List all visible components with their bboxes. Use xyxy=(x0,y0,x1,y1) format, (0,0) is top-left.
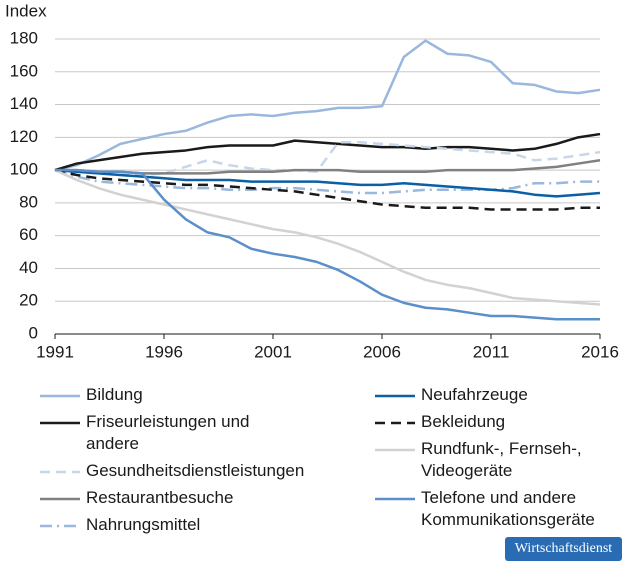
legend-label: Telefone und andere Kommunikationsgeräte xyxy=(421,488,595,529)
legend-label: Bekleidung xyxy=(421,412,506,431)
y-tick-label: 20 xyxy=(19,291,38,310)
legend-label: Restaurantbesuche xyxy=(86,488,234,507)
x-tick-label: 2011 xyxy=(473,342,510,361)
legend-swatch xyxy=(40,394,80,398)
legend-swatch xyxy=(40,421,80,425)
legend-item: Nahrungsmittel xyxy=(40,514,375,536)
legend-column: Bildung Friseurleistungen und andere Gesun… xyxy=(40,384,375,536)
series-line xyxy=(54,141,601,177)
legend-item: Bekleidung xyxy=(375,411,626,433)
series-line xyxy=(54,168,601,306)
legend-swatch xyxy=(40,497,80,501)
x-tick-label: 1996 xyxy=(145,342,183,361)
legend-label: Nahrungsmittel xyxy=(86,515,201,534)
y-tick-label: 0 xyxy=(29,323,38,342)
y-tick-label: 160 xyxy=(10,61,38,80)
legend-label: Friseurleistungen und andere xyxy=(86,412,250,453)
series-line xyxy=(54,39,601,172)
x-tick-label: 2006 xyxy=(363,342,401,361)
x-tick-label: 2001 xyxy=(254,342,292,361)
legend-item: Gesundheitsdienstleistungen xyxy=(40,460,375,482)
y-tick-label: 180 xyxy=(10,28,38,47)
legend-swatch xyxy=(375,497,415,501)
legend-item: Restaurantbesuche xyxy=(40,487,375,509)
legend-item: Rundfunk-, Fernseh-, Videogeräte xyxy=(375,438,626,482)
legend-swatch xyxy=(375,448,415,452)
legend-item: Telefone und andere Kommunikationsgeräte xyxy=(375,487,626,531)
legend-label: Gesundheitsdienstleistungen xyxy=(86,461,305,480)
y-tick-label: 60 xyxy=(19,225,38,244)
legend-column: Neufahrzeuge Bekleidung Rundfunk-, Fernseh… xyxy=(375,384,626,536)
y-tick-label: 40 xyxy=(19,258,38,277)
y-tick-label: 140 xyxy=(10,94,38,113)
legend-swatch xyxy=(40,470,80,474)
series-line xyxy=(54,168,600,195)
legend-swatch xyxy=(40,524,80,528)
series-line xyxy=(55,168,600,321)
x-tick-label: 2016 xyxy=(581,342,619,361)
series-line xyxy=(54,168,600,211)
x-tick-label: 1991 xyxy=(36,342,74,361)
legend-item: Neufahrzeuge xyxy=(375,384,626,406)
legend: Bildung Friseurleistungen und andere Gesun… xyxy=(40,384,630,536)
y-tick-label: 100 xyxy=(10,160,38,179)
legend-label: Neufahrzeuge xyxy=(421,385,528,404)
legend-item: Bildung xyxy=(40,384,375,406)
chart: Index 0 20 40 60 80 100 120 140 160 180 1991 1996 20… xyxy=(5,1,619,361)
source-badge: Wirtschaftsdienst xyxy=(505,537,622,561)
y-tick-label: 120 xyxy=(10,127,38,146)
legend-swatch xyxy=(375,421,415,425)
legend-label: Bildung xyxy=(86,385,143,404)
y-tick-label: 80 xyxy=(19,192,38,211)
legend-swatch xyxy=(375,394,415,398)
series-line xyxy=(54,132,601,172)
y-axis-label: Index xyxy=(5,1,47,20)
legend-item: Friseurleistungen und andere xyxy=(40,411,375,455)
legend-label: Rundfunk-, Fernseh-, Videogeräte xyxy=(421,439,582,480)
series-line xyxy=(55,159,601,175)
